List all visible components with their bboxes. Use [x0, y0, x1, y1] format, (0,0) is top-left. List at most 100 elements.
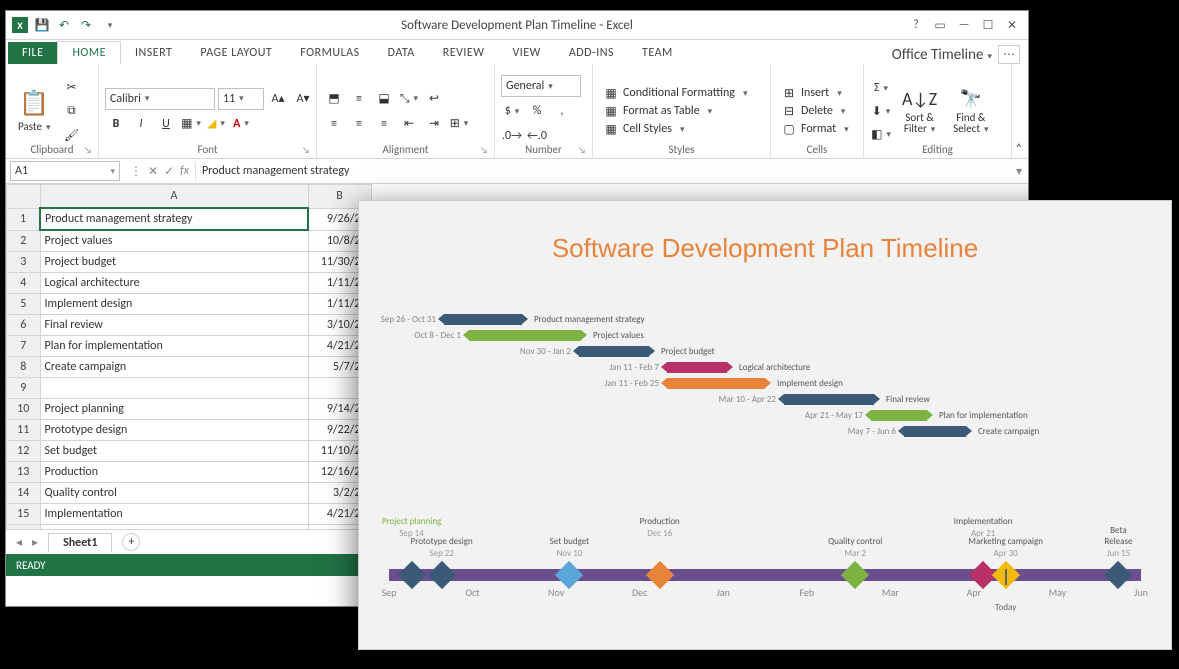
comma-icon[interactable]: ,	[551, 100, 573, 122]
office-timeline-label[interactable]: Office Timeline	[892, 46, 992, 64]
tab-review[interactable]: REVIEW	[429, 42, 499, 64]
add-sheet-icon[interactable]: +	[122, 533, 140, 551]
spreadsheet-grid[interactable]: AB1Product management strategy9/26/202Pr…	[6, 184, 372, 529]
fx-icon[interactable]: fx	[180, 164, 189, 179]
help2-icon[interactable]: ⋯	[998, 45, 1020, 64]
wrap-text-icon[interactable]: ↩	[423, 88, 445, 110]
col-header-a[interactable]: A	[40, 185, 308, 209]
alignment-launcher[interactable]: ↘	[480, 145, 490, 155]
cell[interactable]: Marketing campaign	[40, 525, 308, 530]
tab-home[interactable]: HOME	[57, 41, 121, 64]
formula-input[interactable]: Product management strategy	[195, 162, 1010, 180]
row-header[interactable]: 9	[7, 378, 41, 399]
ribbon-options-icon[interactable]: ▭	[930, 15, 950, 35]
cell[interactable]: Project planning	[40, 399, 308, 420]
formula-expand-icon[interactable]: ▾	[1010, 164, 1028, 179]
cell[interactable]: Final review	[40, 315, 308, 336]
cell[interactable]: Quality control	[40, 483, 308, 504]
bold-button[interactable]: B	[105, 113, 127, 135]
cell[interactable]: Implementation	[40, 504, 308, 525]
row-header[interactable]: 3	[7, 252, 41, 273]
font-launcher[interactable]: ↘	[302, 145, 312, 155]
grow-font-icon[interactable]: A▴	[267, 88, 289, 110]
format-as-table-button[interactable]: ▦Format as Table	[599, 103, 751, 120]
underline-button[interactable]: U	[155, 113, 177, 135]
cell[interactable]: Project values	[40, 230, 308, 252]
border-icon[interactable]: ▦	[180, 113, 202, 135]
row-header[interactable]: 10	[7, 399, 41, 420]
redo-icon[interactable]: ↷	[78, 17, 94, 33]
copy-icon[interactable]: ⧉	[60, 100, 82, 122]
font-name-combo[interactable]: Calibri	[105, 88, 215, 110]
autosum-icon[interactable]: Σ	[870, 77, 892, 99]
align-center-icon[interactable]: ≡	[348, 113, 370, 135]
row-header[interactable]: 11	[7, 420, 41, 441]
minimize-icon[interactable]: —	[954, 15, 974, 35]
cell[interactable]: Plan for implementation	[40, 336, 308, 357]
cell[interactable]: Create campaign	[40, 357, 308, 378]
undo-icon[interactable]: ↶	[56, 17, 72, 33]
row-header[interactable]: 12	[7, 441, 41, 462]
name-box[interactable]: A1▾	[10, 161, 120, 181]
row-header[interactable]: 6	[7, 315, 41, 336]
row-header[interactable]: 14	[7, 483, 41, 504]
number-launcher[interactable]: ↘	[578, 145, 588, 155]
align-bottom-icon[interactable]: ⬓	[373, 88, 395, 110]
align-top-icon[interactable]: ⬒	[323, 88, 345, 110]
conditional-formatting-button[interactable]: ▦Conditional Formatting	[599, 85, 751, 102]
currency-icon[interactable]: $	[501, 100, 523, 122]
row-header[interactable]: 1	[7, 208, 41, 230]
row-header[interactable]: 4	[7, 273, 41, 294]
cell[interactable]: Implement design	[40, 294, 308, 315]
clipboard-launcher[interactable]: ↘	[84, 145, 94, 155]
align-left-icon[interactable]: ≡	[323, 113, 345, 135]
sort-filter-button[interactable]: A↓Z Sort & Filter	[896, 68, 943, 154]
tab-view[interactable]: VIEW	[498, 42, 554, 64]
tab-insert[interactable]: INSERT	[121, 42, 186, 64]
cut-icon[interactable]: ✂	[60, 76, 82, 98]
row-header[interactable]: 15	[7, 504, 41, 525]
tab-file[interactable]: FILE	[8, 42, 57, 64]
qat-dropdown-icon[interactable]	[100, 17, 116, 33]
italic-button[interactable]: I	[130, 113, 152, 135]
help-icon[interactable]: ?	[906, 15, 926, 35]
shrink-font-icon[interactable]: A▾	[292, 88, 314, 110]
cancel-formula-icon[interactable]: ✕	[148, 164, 158, 179]
find-select-button[interactable]: 🔭 Find & Select	[947, 68, 994, 154]
cell[interactable]: Project budget	[40, 252, 308, 273]
tab-page-layout[interactable]: PAGE LAYOUT	[186, 42, 286, 64]
indent-inc-icon[interactable]: ⇥	[423, 113, 445, 135]
cell[interactable]	[40, 378, 308, 399]
align-right-icon[interactable]: ≡	[373, 113, 395, 135]
scroll-left-icon[interactable]: ◂	[16, 535, 22, 550]
row-header[interactable]: 2	[7, 230, 41, 252]
insert-cells-button[interactable]: ⊞Insert	[777, 85, 853, 102]
collapse-ribbon-icon[interactable]: ˄	[1016, 142, 1022, 156]
close-icon[interactable]: ✕	[1002, 15, 1022, 35]
enter-formula-icon[interactable]: ✓	[164, 164, 174, 179]
cell-styles-button[interactable]: ▦Cell Styles	[599, 121, 751, 138]
indent-dec-icon[interactable]: ⇤	[398, 113, 420, 135]
cell[interactable]: Set budget	[40, 441, 308, 462]
row-header[interactable]: 8	[7, 357, 41, 378]
format-cells-button[interactable]: ▢Format	[777, 121, 853, 138]
fill-color-icon[interactable]: ◢	[205, 113, 227, 135]
cell[interactable]: Logical architecture	[40, 273, 308, 294]
save-icon[interactable]: 💾	[34, 17, 50, 33]
tab-team[interactable]: TEAM	[628, 42, 687, 64]
row-header[interactable]: 16	[7, 525, 41, 530]
number-format-combo[interactable]: General	[501, 75, 581, 97]
merge-icon[interactable]: ⊞	[448, 113, 470, 135]
fill-icon[interactable]: ⬇	[870, 100, 892, 122]
sheet-tab-1[interactable]: Sheet1	[48, 533, 112, 552]
cell[interactable]: Prototype design	[40, 420, 308, 441]
paste-button[interactable]: 📋 Paste	[12, 68, 56, 154]
font-size-combo[interactable]: 11	[218, 88, 264, 110]
row-header[interactable]: 7	[7, 336, 41, 357]
orientation-icon[interactable]: ⤡	[398, 88, 420, 110]
cell[interactable]: Production	[40, 462, 308, 483]
tab-addins[interactable]: ADD-INS	[555, 42, 628, 64]
tab-formulas[interactable]: FORMULAS	[286, 42, 373, 64]
scroll-right-icon[interactable]: ▸	[32, 535, 38, 550]
delete-cells-button[interactable]: ⊟Delete	[777, 103, 853, 120]
